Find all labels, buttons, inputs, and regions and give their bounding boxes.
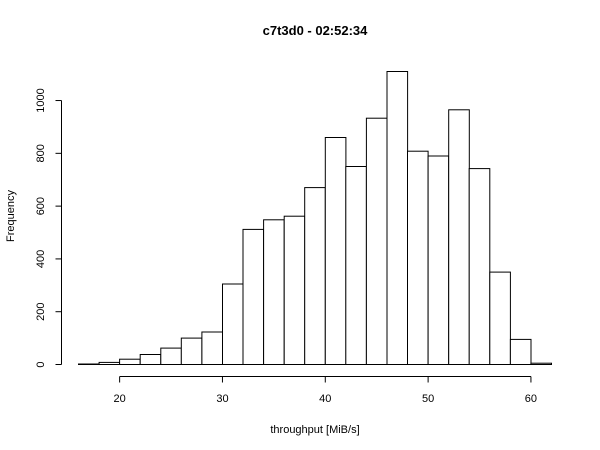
histogram-bar xyxy=(180,337,203,366)
x-tick-label: 40 xyxy=(319,393,331,405)
histogram-bar xyxy=(427,155,450,365)
histogram-bar xyxy=(263,219,285,365)
chart-title: c7t3d0 - 02:52:34 xyxy=(263,23,369,38)
histogram-bar xyxy=(283,215,306,365)
x-tick-label: 50 xyxy=(422,393,434,405)
y-axis-title: Frequency xyxy=(5,190,17,242)
y-tick-label: 0 xyxy=(35,361,47,367)
x-axis: 20 30 40 50 60 xyxy=(114,376,537,405)
histogram-bar xyxy=(448,109,470,365)
histogram-bar xyxy=(139,354,162,365)
histogram-bar xyxy=(78,363,100,365)
histogram-bars xyxy=(78,71,553,366)
histogram-bar xyxy=(530,362,553,366)
histogram-bar xyxy=(324,137,347,365)
histogram-bar xyxy=(304,187,326,365)
x-tick-label: 60 xyxy=(525,393,537,405)
histogram-bar xyxy=(201,331,223,365)
histogram-bar xyxy=(386,71,409,365)
y-axis: 0 200 400 600 800 1000 xyxy=(35,88,62,368)
histogram-bar xyxy=(98,361,121,365)
x-tick-label: 30 xyxy=(216,393,228,405)
histogram-bar xyxy=(119,358,141,366)
y-tick-label: 1000 xyxy=(35,88,47,112)
y-tick-label: 200 xyxy=(35,303,47,321)
y-tick-label: 600 xyxy=(35,197,47,215)
histogram-bar xyxy=(468,168,491,365)
y-tick-label: 800 xyxy=(35,144,47,162)
x-axis-title: throughput [MiB/s] xyxy=(270,424,359,436)
x-tick-label: 20 xyxy=(114,393,126,405)
histogram-bar xyxy=(222,283,244,365)
y-tick-label: 400 xyxy=(35,250,47,268)
histogram-bar xyxy=(345,166,367,365)
histogram-bar xyxy=(489,271,511,366)
histogram-bar xyxy=(365,117,388,365)
histogram-bar xyxy=(407,150,429,365)
histogram-bar xyxy=(509,338,532,365)
histogram-bar xyxy=(242,228,265,365)
histogram-bar xyxy=(160,347,182,366)
